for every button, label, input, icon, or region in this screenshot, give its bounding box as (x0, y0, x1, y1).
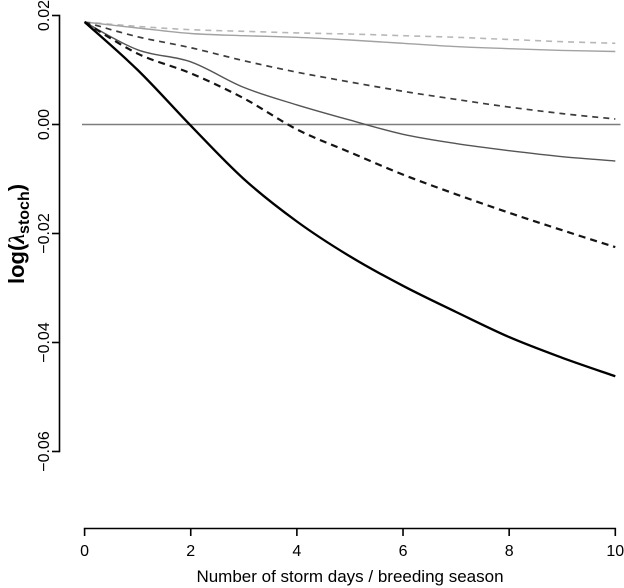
series-line-light-gray-dashed (84, 21, 616, 45)
x-axis-title: Number of storm days / breeding season (196, 567, 503, 586)
chart-series-lines (83, 21, 616, 378)
series-line-black-solid (83, 21, 616, 378)
series-line-dark-gray-dashed (84, 21, 616, 120)
x-tick-label: 10 (606, 543, 624, 560)
series-line-light-gray-solid (84, 21, 616, 53)
y-axis-title: log(λstoch) (4, 184, 33, 284)
axes-layer: 0.02 0.00 −0.02 −0.04 −0.06 0 2 4 6 8 10 (36, 0, 624, 560)
y-tick-label: −0.02 (36, 213, 53, 254)
x-tick-label: 2 (186, 543, 195, 560)
y-tick-label: 0.00 (36, 109, 53, 140)
y-tick-label: −0.04 (36, 322, 53, 363)
x-tick-label: 4 (292, 543, 301, 560)
y-tick-label: −0.06 (36, 431, 53, 472)
x-tick-label: 0 (80, 543, 89, 560)
y-tick-label: 0.02 (36, 0, 53, 31)
series-line-medium-gray-solid (84, 21, 616, 162)
x-tick-label: 6 (399, 543, 408, 560)
series-line-black-dashed (84, 21, 616, 249)
x-tick-label: 8 (505, 543, 514, 560)
